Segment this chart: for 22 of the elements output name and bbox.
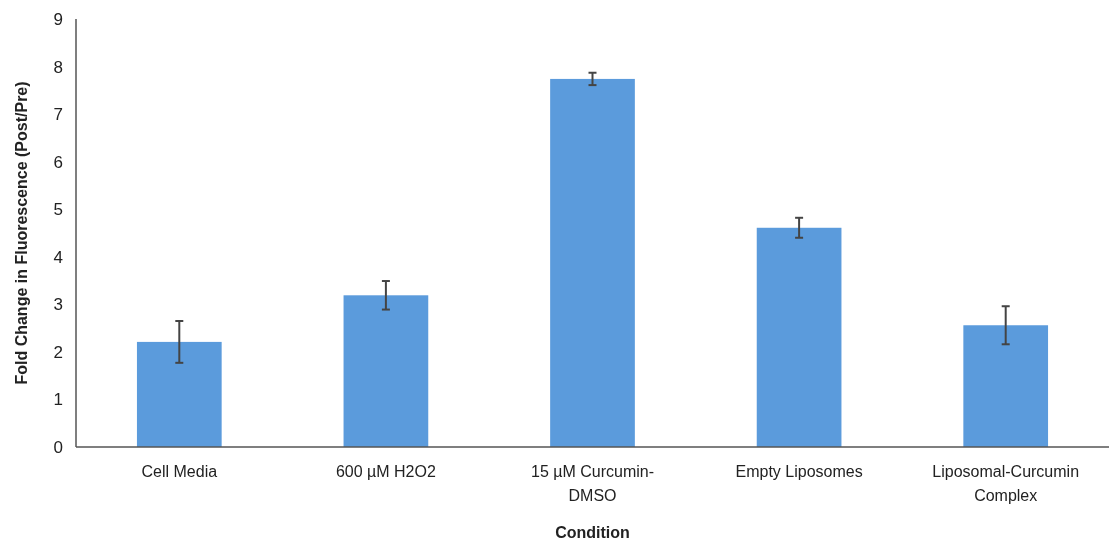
x-tick-label: Cell Media	[141, 463, 218, 480]
y-tick-label: 2	[53, 342, 63, 362]
x-tick-label: 600 µM H2O2	[335, 463, 436, 480]
y-tick-label: 1	[53, 390, 63, 410]
bar	[963, 325, 1049, 447]
x-tick-label: Liposomal-Curcumin Complex	[932, 463, 1080, 504]
bar	[343, 295, 429, 447]
y-tick-label: 7	[53, 105, 63, 125]
y-tick-label: 8	[53, 57, 63, 77]
y-axis-title: Fold Change in Fluorescence (Post/Pre)	[13, 81, 30, 385]
x-tick-label: Empty Liposomes	[735, 463, 863, 480]
y-tick-label: 4	[53, 247, 63, 267]
bar	[550, 78, 635, 447]
y-tick-label: 6	[53, 152, 63, 172]
y-tick-label: 3	[53, 295, 63, 315]
x-tick-label: 15 µM Curcumin-DMSO	[530, 463, 655, 504]
x-axis-title: Condition	[555, 524, 630, 541]
y-tick-label: 5	[53, 200, 63, 220]
bar	[756, 227, 842, 447]
y-tick-label: 0	[53, 437, 63, 457]
y-tick-label: 9	[53, 9, 63, 29]
bar	[136, 341, 222, 447]
